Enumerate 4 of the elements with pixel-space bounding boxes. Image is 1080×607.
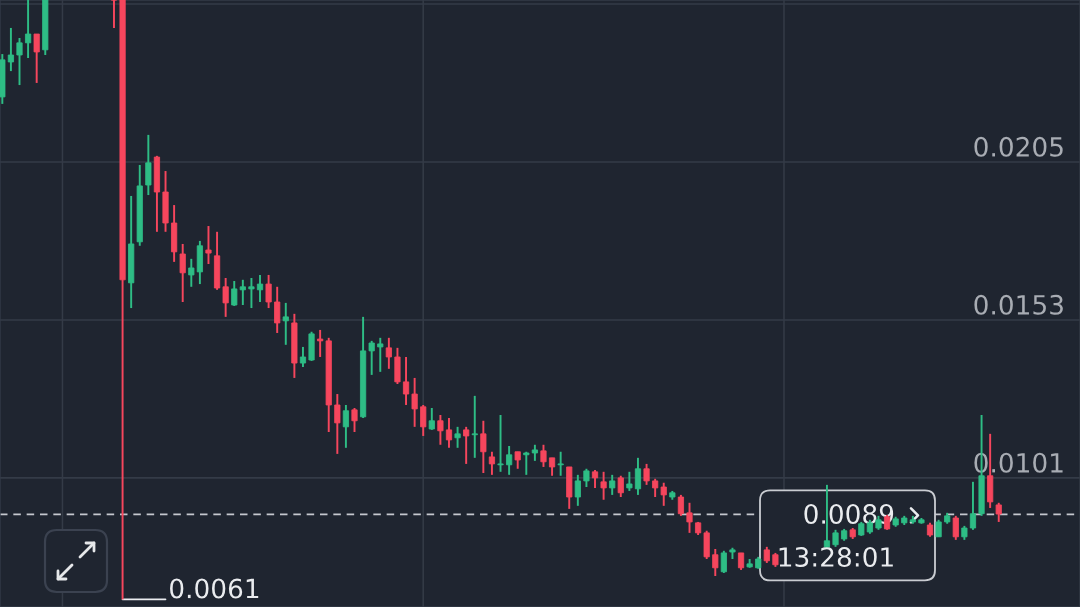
annotation: 13:28:01 (779, 547, 893, 567)
annotation: 0.0061 (170, 578, 259, 599)
y-tick-label: 0.0205 (974, 136, 1063, 157)
y-tick-label: 0.0153 (974, 294, 1063, 315)
